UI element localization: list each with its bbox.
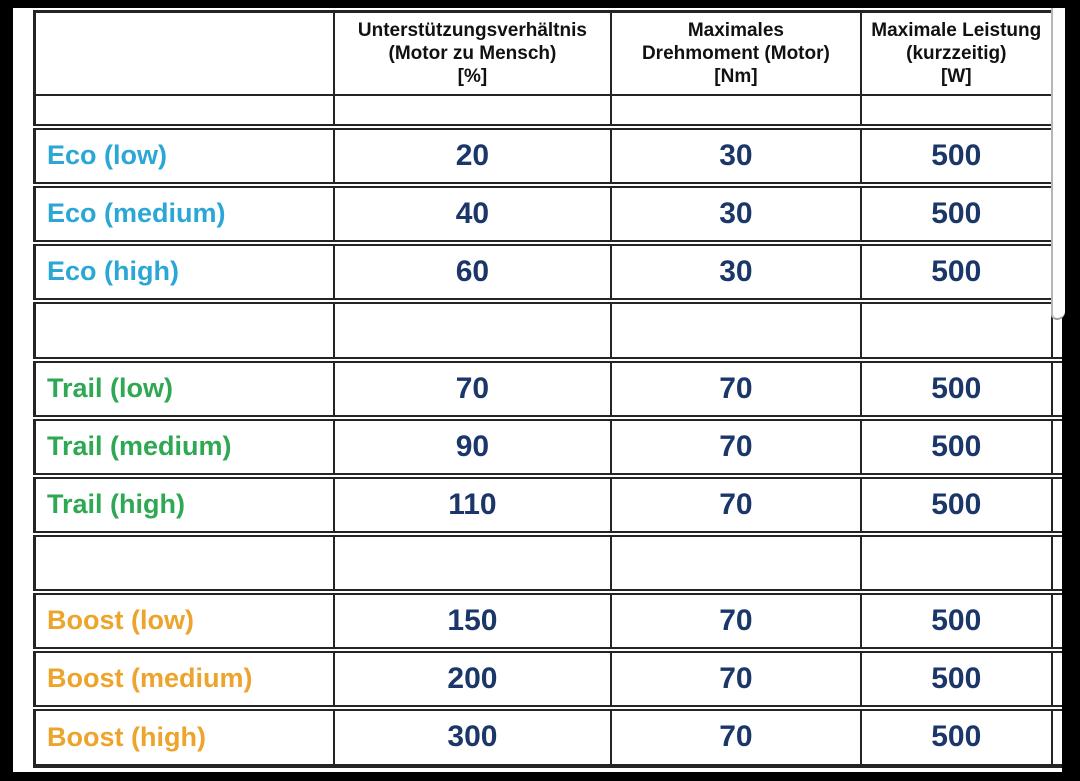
power-value-cell: 500 [859,239,1054,304]
mode-label-cell: Trail (low) [32,356,335,421]
header-cell-torque: Maximales Drehmoment (Motor) [Nm] [610,10,862,96]
mode-label-cell: Eco (low) [32,123,335,188]
power-value-cell: 500 [859,356,1054,421]
assist-value-cell: 90 [332,414,613,479]
table-row-boost-high: Boost (high) 300 70 500 [32,704,1062,768]
torque-value-cell: 70 [610,704,862,768]
table-row-boost-low: Boost (low) 150 70 500 [32,588,1062,653]
mode-label-cell: Boost (medium) [32,646,335,711]
clipped-column-sliver [1051,646,1062,711]
table-row-trail-high: Trail (high) 110 70 500 [32,472,1062,537]
power-value-cell: 500 [859,646,1054,711]
assist-value-cell: 300 [332,704,613,768]
spacer-cell [859,297,1054,363]
power-value-cell: 500 [859,472,1054,537]
torque-value-cell: 70 [610,472,862,537]
header-cell-empty [32,10,335,96]
spacer-cell [859,530,1054,595]
mode-label-cell: Eco (medium) [32,181,335,246]
power-value-cell: 500 [859,123,1054,188]
clipped-column-sliver [1051,356,1062,421]
clipped-column-sliver [1051,704,1062,768]
spacer-cell [332,93,613,130]
assist-value-cell: 200 [332,646,613,711]
torque-value-cell: 70 [610,414,862,479]
spacer-cell [859,93,1054,130]
table-row-eco-medium: Eco (medium) 40 30 500 [32,181,1062,246]
header-line: [W] [940,65,972,87]
spacer-cell [610,530,862,595]
spacer-cell [1051,530,1062,595]
header-cell-assist: Unterstützungsverhältnis (Motor zu Mensc… [332,10,613,96]
assist-value-cell: 70 [332,356,613,421]
spacer-row [32,93,1062,130]
table-row-eco-low: Eco (low) 20 30 500 [32,123,1062,188]
power-value-cell: 500 [859,181,1054,246]
document-page: Unterstützungsverhältnis (Motor zu Mensc… [13,8,1062,772]
header-line: (kurzzeitig) [906,42,1007,64]
power-value-cell: 500 [859,414,1054,479]
torque-value-cell: 70 [610,646,862,711]
scrollbar-thumb[interactable] [1051,8,1065,320]
mode-label-cell: Trail (medium) [32,414,335,479]
header-line: Drehmoment (Motor) [641,42,830,64]
spacer-row [32,530,1062,595]
spacer-cell [32,530,335,595]
torque-value-cell: 30 [610,123,862,188]
torque-value-cell: 70 [610,588,862,653]
mode-label-cell: Boost (low) [32,588,335,653]
torque-value-cell: 30 [610,239,862,304]
header-line: (Motor zu Mensch) [388,42,557,64]
assist-levels-table: Unterstützungsverhältnis (Motor zu Mensc… [32,10,1062,768]
assist-value-cell: 60 [332,239,613,304]
power-value-cell: 500 [859,704,1054,768]
spacer-cell [332,297,613,363]
header-line: [Nm] [714,65,758,87]
torque-value-cell: 70 [610,356,862,421]
mode-label-cell: Trail (high) [32,472,335,537]
assist-value-cell: 110 [332,472,613,537]
header-cell-power: Maximale Leistung (kurzzeitig) [W] [859,10,1054,96]
spacer-cell [610,93,862,130]
mode-label-cell: Boost (high) [32,704,335,768]
torque-value-cell: 30 [610,181,862,246]
table-row-trail-medium: Trail (medium) 90 70 500 [32,414,1062,479]
clipped-column-sliver [1051,472,1062,537]
assist-value-cell: 150 [332,588,613,653]
table-row-boost-medium: Boost (medium) 200 70 500 [32,646,1062,711]
table-row-trail-low: Trail (low) 70 70 500 [32,356,1062,421]
assist-value-cell: 40 [332,181,613,246]
clipped-column-sliver [1051,414,1062,479]
header-line: Maximales [687,19,784,41]
spacer-cell [32,297,335,363]
spacer-row [32,297,1062,363]
mode-label-cell: Eco (high) [32,239,335,304]
assist-value-cell: 20 [332,123,613,188]
header-line: Unterstützungsverhältnis [357,19,587,41]
clipped-column-sliver [1051,588,1062,653]
header-line: [%] [457,65,488,87]
header-row: Unterstützungsverhältnis (Motor zu Mensc… [32,10,1062,96]
spacer-cell [32,93,335,130]
spacer-cell [610,297,862,363]
table-row-eco-high: Eco (high) 60 30 500 [32,239,1062,304]
power-value-cell: 500 [859,588,1054,653]
spacer-cell [332,530,613,595]
header-line: Maximale Leistung [871,19,1042,41]
